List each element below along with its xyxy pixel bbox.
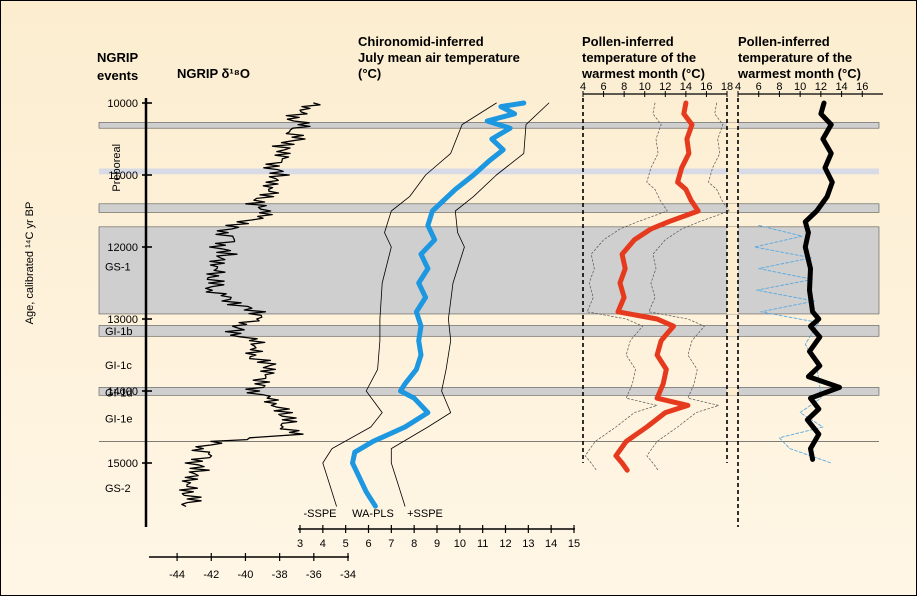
chironomid-title: July mean air temperature bbox=[358, 50, 520, 65]
age-tick-label: 10000 bbox=[107, 98, 138, 110]
event-band bbox=[98, 203, 880, 213]
chiro-tick-label: 10 bbox=[454, 538, 466, 550]
pollen-title-1: warmest month (°C) bbox=[581, 66, 705, 81]
ngrip-title: NGRIP δ¹⁸O bbox=[177, 66, 250, 81]
label-minus-sspe: -SSPE bbox=[303, 508, 336, 520]
age-axis-label: Age, calibrated ¹⁴C yr BP bbox=[24, 202, 36, 325]
event-label-gs-1: GS-1 bbox=[105, 261, 131, 273]
chiro-tick-label: 6 bbox=[365, 538, 371, 550]
chiro-tick-label: 13 bbox=[522, 538, 534, 550]
band-gap bbox=[727, 203, 738, 213]
ngrip-tick-label: -34 bbox=[340, 569, 356, 581]
pollen2-black-line bbox=[802, 100, 842, 462]
pollen-title-2: Pollen-inferred bbox=[738, 34, 830, 49]
pollen-title-1: temperature of the bbox=[582, 50, 696, 65]
event-label-gi-1d: GI-1d bbox=[105, 387, 133, 399]
chiro-tick-label: 12 bbox=[499, 538, 511, 550]
pollen2-tick-label: 8 bbox=[776, 81, 782, 93]
chiro-tick-label: 9 bbox=[434, 538, 440, 550]
events-heading: NGRIP bbox=[97, 50, 139, 65]
chiro-tick-label: 7 bbox=[388, 538, 394, 550]
sspe-line bbox=[390, 102, 550, 507]
event-band bbox=[98, 387, 880, 396]
band-gap bbox=[727, 122, 738, 129]
pollen1-tick-label: 8 bbox=[621, 81, 627, 93]
band-gap bbox=[727, 325, 738, 337]
band-gap bbox=[727, 226, 738, 314]
ngrip-tick-label: -44 bbox=[169, 569, 185, 581]
age-tick-label: 12000 bbox=[107, 242, 138, 254]
pollen1-tick-label: 4 bbox=[580, 81, 586, 93]
pollen1-tick-label: 10 bbox=[639, 81, 651, 93]
wa-pls-line bbox=[350, 100, 527, 509]
event-label-gi-1e: GI-1e bbox=[105, 413, 133, 425]
pollen1-line bbox=[613, 100, 701, 473]
pollen1-error-high bbox=[646, 102, 730, 471]
pollen2-tick-label: 4 bbox=[735, 81, 741, 93]
pollen1-tick-label: 14 bbox=[680, 81, 692, 93]
ngrip-tick-label: -40 bbox=[238, 569, 254, 581]
label-wa-pls: WA-PLS bbox=[352, 508, 394, 520]
chiro-tick-label: 3 bbox=[297, 538, 303, 550]
chiro-tick-label: 14 bbox=[545, 538, 557, 550]
pollen-title-2: warmest month (°C) bbox=[737, 66, 861, 81]
chiro-tick-label: 4 bbox=[320, 538, 326, 550]
chironomid-title: (°C) bbox=[358, 66, 381, 81]
band-gap bbox=[727, 168, 738, 175]
ngrip-d18o-line bbox=[178, 102, 321, 507]
pollen1-tick-label: 18 bbox=[721, 81, 733, 93]
chiro-tick-label: 8 bbox=[411, 538, 417, 550]
event-label-preboreal: Preboreal bbox=[111, 144, 123, 192]
ngrip-tick-label: -36 bbox=[306, 569, 322, 581]
pollen1-tick-label: 12 bbox=[659, 81, 671, 93]
chiro-tick-label: 15 bbox=[568, 538, 580, 550]
age-tick-label: 13000 bbox=[107, 314, 138, 326]
age-tick-label: 15000 bbox=[107, 458, 138, 470]
band-gap bbox=[727, 387, 738, 396]
pollen2-tick-label: 6 bbox=[756, 81, 762, 93]
pollen-title-1: Pollen-inferred bbox=[582, 34, 674, 49]
event-band bbox=[99, 168, 879, 175]
pollen-title-2: temperature of the bbox=[738, 50, 852, 65]
pollen1-tick-label: 6 bbox=[601, 81, 607, 93]
event-band bbox=[98, 226, 880, 315]
ngrip-tick-label: -42 bbox=[203, 569, 219, 581]
event-label-gi-1b: GI-1b bbox=[105, 326, 133, 338]
pollen2-blue-line bbox=[754, 224, 832, 464]
pollen2-tick-label: 14 bbox=[835, 81, 847, 93]
sspe-line bbox=[322, 102, 497, 507]
age-tick-label: 14000 bbox=[107, 386, 138, 398]
pollen2-tick-label: 10 bbox=[794, 81, 806, 93]
label-plus-sspe: +SSPE bbox=[407, 508, 443, 520]
ngrip-tick-label: -38 bbox=[272, 569, 288, 581]
age-tick-label: 11000 bbox=[108, 170, 138, 182]
event-label-gs-2: GS-2 bbox=[105, 483, 131, 495]
event-label-gi-1c: GI-1c bbox=[105, 360, 132, 372]
pollen1-error-low bbox=[584, 102, 668, 471]
pollen2-tick-label: 12 bbox=[815, 81, 827, 93]
chiro-tick-label: 5 bbox=[343, 538, 349, 550]
pollen2-tick-label: 16 bbox=[856, 81, 868, 93]
event-band bbox=[98, 325, 880, 337]
chironomid-title: Chironomid-inferred bbox=[358, 34, 484, 49]
pollen1-tick-label: 16 bbox=[700, 81, 712, 93]
chiro-tick-label: 11 bbox=[477, 538, 488, 550]
events-heading: events bbox=[97, 68, 138, 83]
